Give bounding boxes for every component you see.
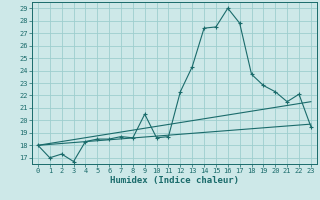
X-axis label: Humidex (Indice chaleur): Humidex (Indice chaleur) — [110, 176, 239, 185]
